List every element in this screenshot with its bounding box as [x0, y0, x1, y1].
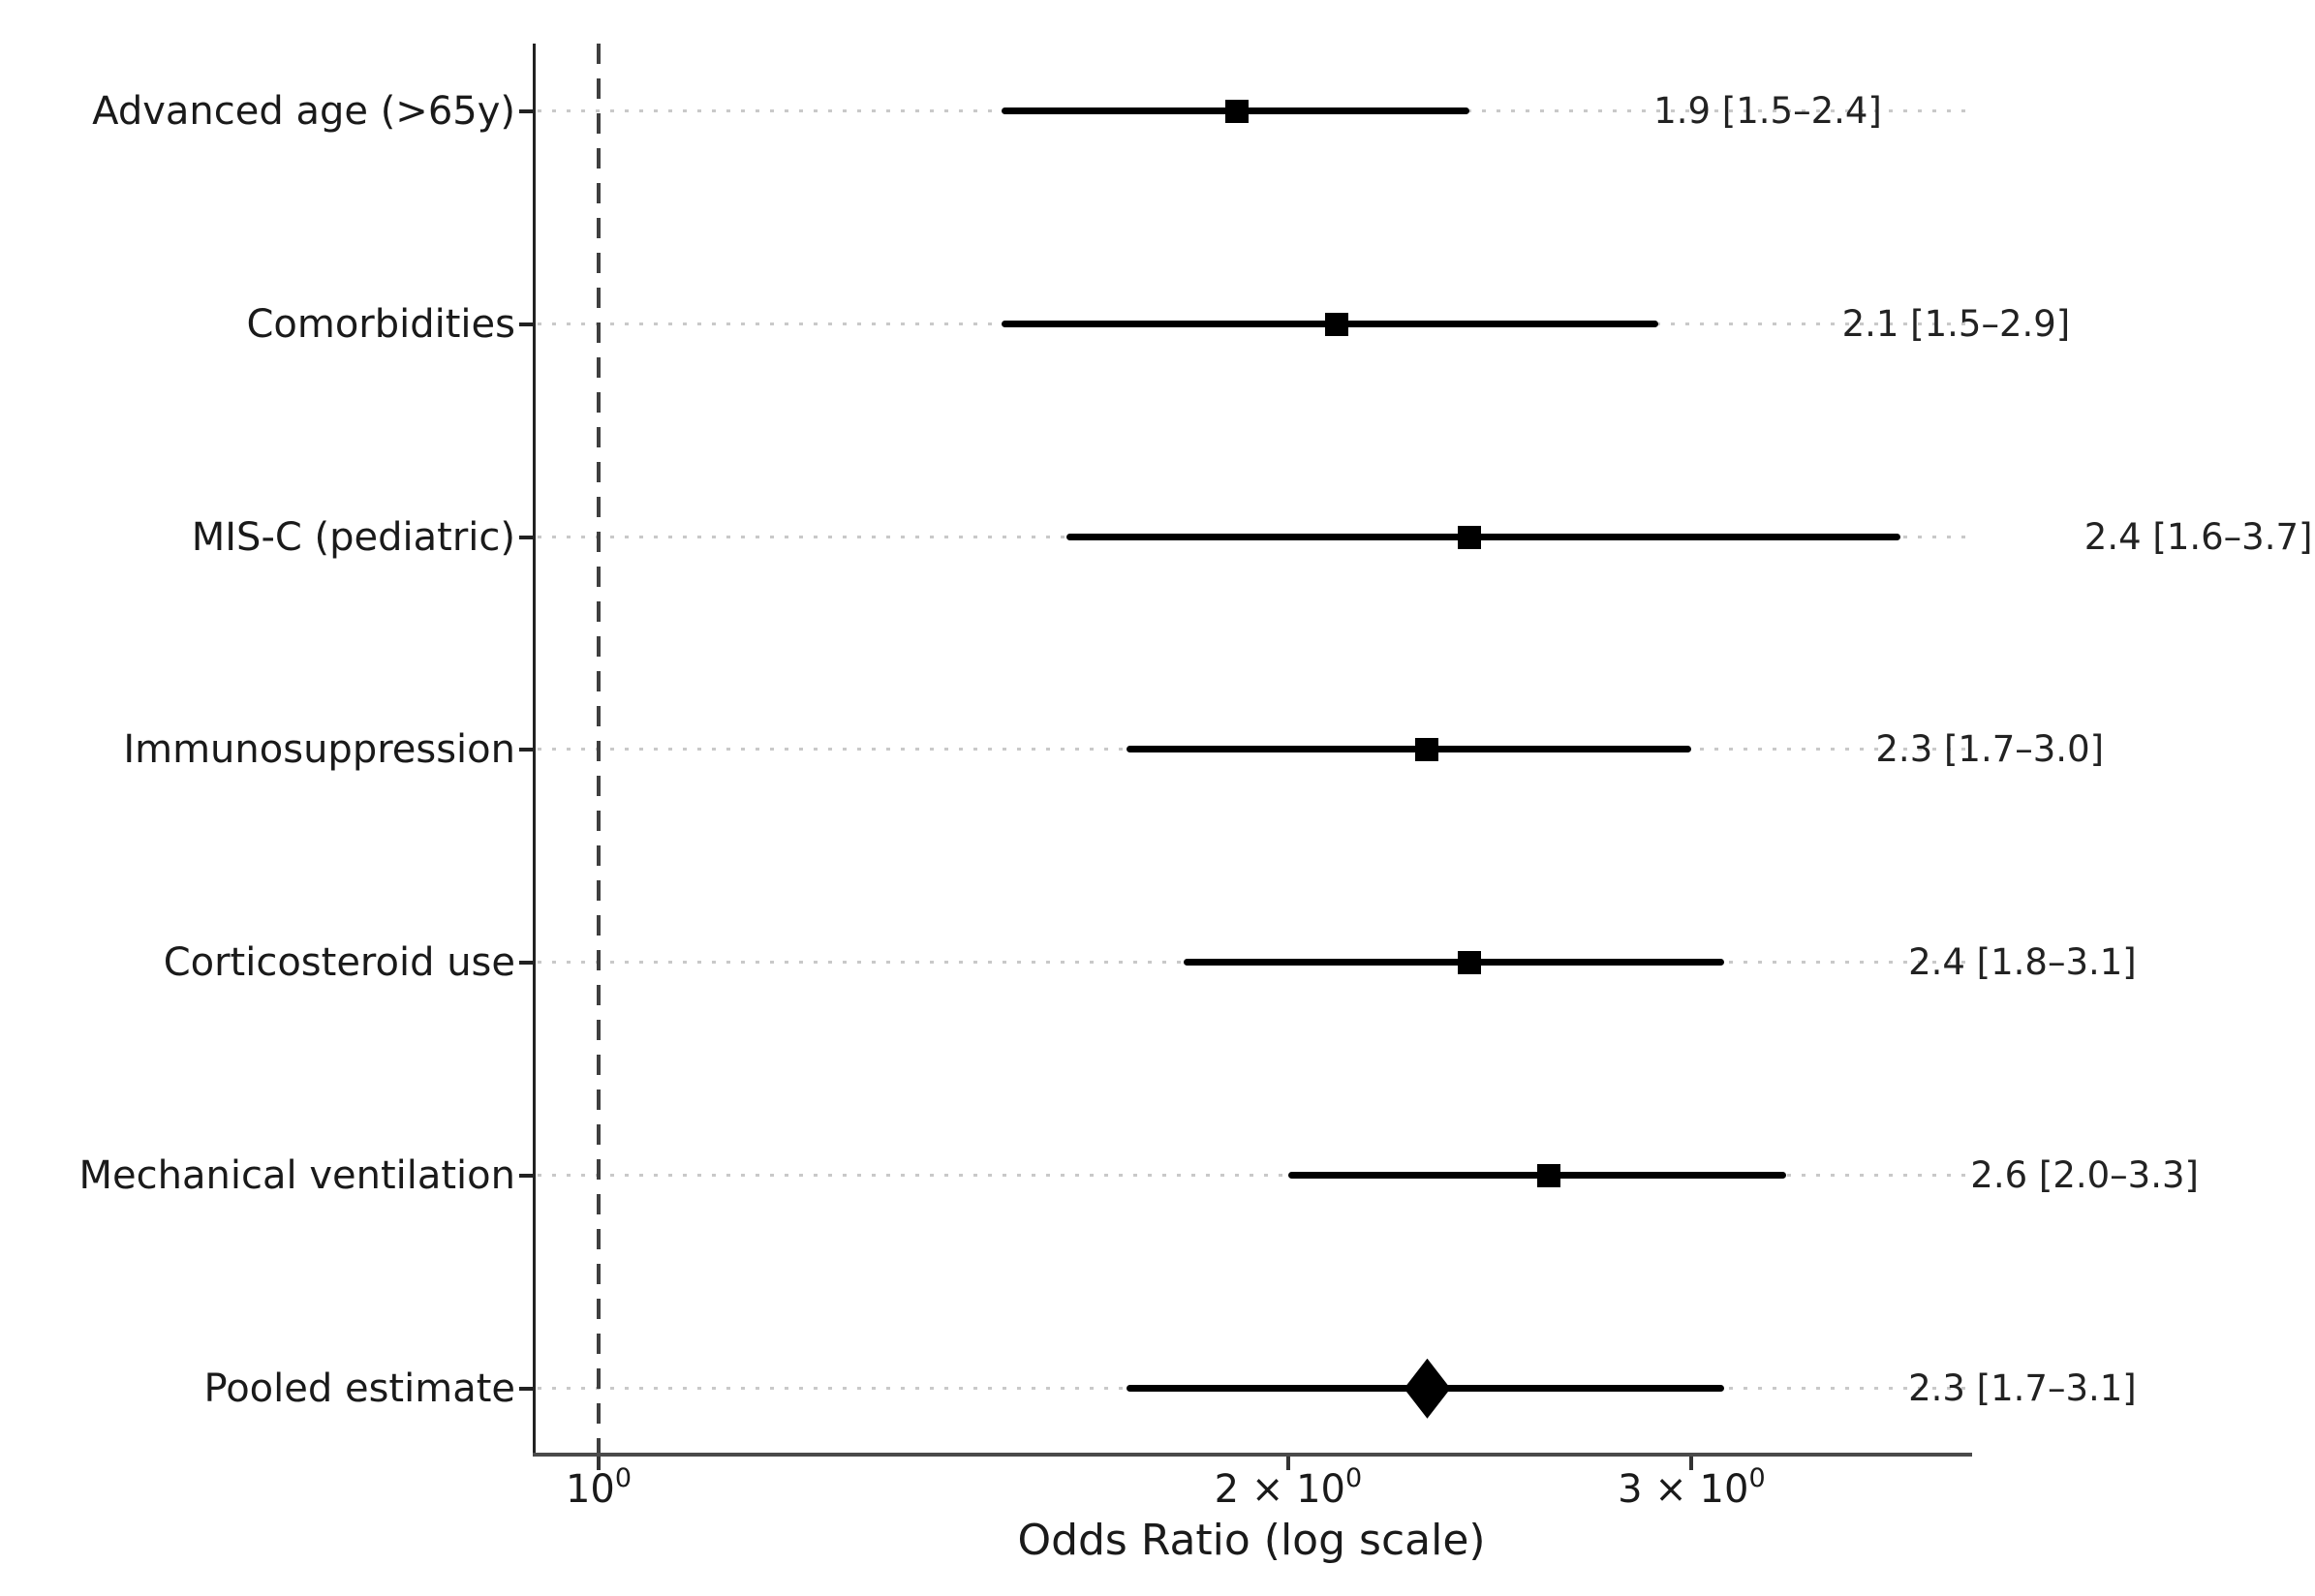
y-tick — [519, 1386, 535, 1391]
or-marker — [1537, 1164, 1561, 1187]
or-marker — [1325, 312, 1349, 336]
grid-line — [538, 1174, 1969, 1177]
x-axis-spine — [533, 1453, 1972, 1457]
y-tick — [519, 535, 535, 539]
ci-whisker — [1183, 959, 1725, 967]
pooled-diamond-marker — [1404, 1358, 1451, 1419]
x-tick-label-base: 10 — [1296, 1467, 1345, 1512]
category-label: MIS-C (pediatric) — [191, 514, 515, 560]
estimate-label: 2.4 [1.6–3.7] — [2084, 515, 2313, 558]
x-tick-label-mantissa: 3 × — [1618, 1467, 1700, 1512]
category-label: Mechanical ventilation — [78, 1153, 515, 1198]
category-label: Advanced age (>65y) — [92, 89, 515, 134]
category-label: Comorbidities — [246, 301, 515, 347]
x-tick-label-base: 10 — [565, 1467, 615, 1512]
category-label: Pooled estimate — [203, 1366, 515, 1411]
y-tick — [519, 322, 535, 326]
x-tick — [1285, 1457, 1290, 1470]
or-marker — [1458, 525, 1482, 549]
category-label: Corticosteroid use — [163, 940, 515, 986]
y-tick — [519, 109, 535, 113]
x-tick-label: 2 × 100 — [1214, 1463, 1363, 1518]
x-tick-label-mantissa: 2 × — [1214, 1467, 1297, 1512]
estimate-label: 2.4 [1.8–3.1] — [1908, 941, 2137, 984]
ci-whisker — [1287, 1172, 1787, 1179]
reference-line-or-1 — [597, 44, 601, 1455]
or-marker — [1415, 738, 1439, 762]
x-tick-label: 3 × 100 — [1618, 1463, 1766, 1518]
x-tick-label-exponent: 0 — [1748, 1463, 1766, 1493]
or-marker — [1458, 951, 1482, 975]
estimate-label: 2.3 [1.7–3.1] — [1908, 1366, 2137, 1409]
x-tick — [1689, 1457, 1694, 1470]
x-tick — [597, 1457, 601, 1470]
x-tick-label-base: 10 — [1699, 1467, 1749, 1512]
or-marker — [1225, 100, 1250, 123]
y-tick — [519, 748, 535, 752]
estimate-label: 1.9 [1.5–2.4] — [1653, 90, 1882, 132]
y-axis-spine — [533, 44, 536, 1457]
estimate-label: 2.3 [1.7–3.0] — [1875, 728, 2105, 771]
estimate-label: 2.1 [1.5–2.9] — [1841, 302, 2071, 345]
y-tick — [519, 1174, 535, 1178]
category-label: Immunosuppression — [123, 727, 515, 773]
estimate-label: 2.6 [2.0–3.3] — [1970, 1154, 2199, 1196]
ci-whisker — [1065, 533, 1900, 540]
ci-whisker — [1127, 746, 1692, 753]
x-axis-title: Odds Ratio (log scale) — [1017, 1516, 1486, 1565]
y-tick — [519, 961, 535, 966]
x-tick-label-exponent: 0 — [1344, 1463, 1363, 1493]
x-tick-label-exponent: 0 — [614, 1463, 633, 1493]
x-tick-label: 100 — [565, 1463, 633, 1518]
